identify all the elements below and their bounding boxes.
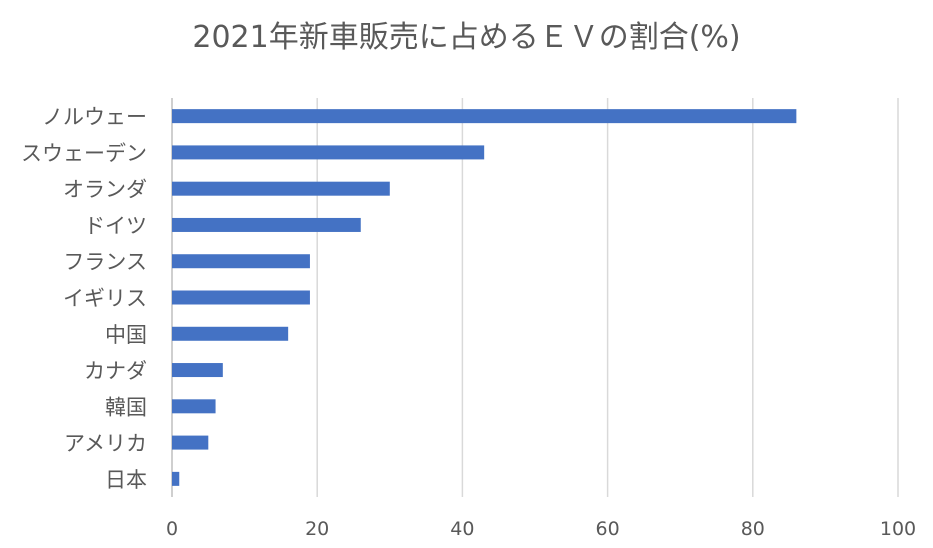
gridlines xyxy=(171,98,899,497)
bar xyxy=(172,290,310,305)
x-tick-label: 40 xyxy=(450,518,474,540)
x-tick-label: 60 xyxy=(596,518,620,540)
x-tick-label: 100 xyxy=(880,518,916,540)
bar xyxy=(172,145,485,160)
chart-title: 2021年新車販売に占めるＥＶの割合(%) xyxy=(192,20,741,55)
bar xyxy=(172,363,223,378)
bar xyxy=(172,254,310,269)
category-label: オランダ xyxy=(63,178,147,202)
bar xyxy=(172,109,797,124)
x-tick-label: 80 xyxy=(741,518,765,540)
category-label: アメリカ xyxy=(64,432,147,456)
category-label: ノルウェー xyxy=(42,105,147,129)
bar xyxy=(172,326,289,341)
bar xyxy=(172,217,361,232)
bar xyxy=(172,181,390,196)
x-tick-label: 0 xyxy=(166,518,178,540)
bar xyxy=(172,399,216,414)
category-label: ドイツ xyxy=(84,214,147,238)
bar xyxy=(172,435,209,450)
category-label: フランス xyxy=(63,250,147,274)
x-tick-labels: 0 20 40 60 80 100 xyxy=(166,518,916,540)
category-label: 中国 xyxy=(105,323,147,347)
bar xyxy=(172,471,180,486)
category-label: カナダ xyxy=(84,359,147,383)
category-label: 韓国 xyxy=(105,395,147,419)
bars xyxy=(172,109,797,486)
category-label: スウェーデン xyxy=(21,141,147,165)
x-tick-label: 20 xyxy=(305,518,329,540)
category-label: イギリス xyxy=(63,287,147,311)
category-label: 日本 xyxy=(105,468,147,492)
